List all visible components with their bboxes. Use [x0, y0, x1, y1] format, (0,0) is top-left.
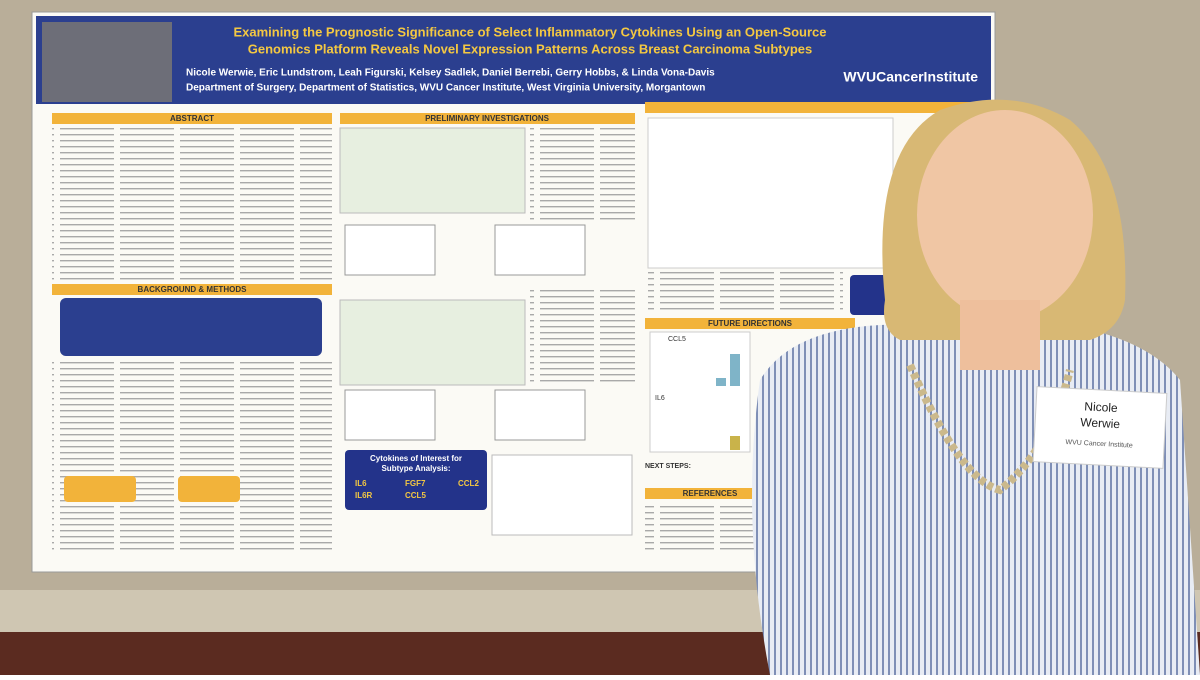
text-block: [530, 290, 635, 385]
cytokine-title: Cytokines of Interest for: [370, 454, 462, 463]
section-header: REFERENCES: [683, 489, 738, 498]
section-bar: [52, 284, 332, 295]
section-bar: [340, 113, 635, 124]
table: [339, 127, 526, 214]
shirt: [752, 320, 1200, 675]
section-header: BACKGROUND & METHODS: [138, 285, 248, 294]
poster-header: [36, 16, 991, 104]
logo: WVUCancerInstitute: [843, 69, 978, 85]
face: [917, 110, 1093, 320]
name-tag-org: WVU Cancer Institute: [1065, 439, 1133, 450]
section-bar: [645, 102, 975, 113]
cytokine-box: [850, 275, 888, 315]
name-tag-text: Werwie: [1080, 415, 1121, 431]
cytokine: FGF7: [405, 479, 426, 488]
person: Nicole Werwie WVU Cancer Institute: [752, 99, 1200, 675]
cytokine-box: [345, 450, 487, 510]
building-photo: [42, 22, 172, 102]
poster-title: Examining the Prognostic Significance of…: [233, 24, 826, 39]
table: [491, 454, 633, 536]
cytokine: CCL2: [458, 479, 479, 488]
flow-box: [64, 476, 136, 502]
table: [339, 299, 526, 386]
name-tag: [1032, 386, 1168, 469]
cytokine: IL6: [355, 479, 367, 488]
bar: [716, 378, 726, 386]
text-block: [648, 272, 843, 314]
name-tag-text: Nicole: [1084, 399, 1118, 415]
text-block: [52, 128, 332, 280]
bar-figure: [649, 331, 751, 453]
section-header: ABSTRACT: [170, 114, 214, 123]
flow-box: [178, 476, 240, 502]
survival-plot: [494, 224, 586, 276]
figure-label: IL6: [655, 395, 665, 402]
survival-plot: [344, 389, 436, 441]
section-bar: [645, 488, 775, 499]
survival-plot: [494, 389, 586, 441]
diagram: [60, 298, 322, 356]
section-bar: [52, 113, 332, 124]
bar: [730, 354, 740, 386]
section-bar: [645, 318, 855, 329]
neck: [960, 300, 1040, 370]
section-header: FUTURE DIRECTIONS: [708, 319, 793, 328]
bar: [730, 436, 740, 450]
cytokine: CCL5: [405, 491, 426, 500]
figure: [647, 117, 894, 269]
poster-authors: Nicole Werwie, Eric Lundstrom, Leah Figu…: [186, 68, 715, 79]
figure-label: CCL5: [668, 336, 686, 343]
cytokine-title: Subtype Analysis:: [381, 464, 450, 473]
cytokine: IL6R: [355, 491, 373, 500]
section-header: PRELIMINARY INVESTIGATIONS: [425, 114, 550, 123]
poster-title: Genomics Platform Reveals Novel Expressi…: [248, 41, 813, 56]
poster-affiliation: Department of Surgery, Department of Sta…: [186, 83, 705, 94]
text-block: [52, 360, 332, 550]
next-steps: NEXT STEPS:: [645, 463, 691, 470]
survival-plot: [344, 224, 436, 276]
necklace: [906, 363, 1074, 495]
text-block: [530, 128, 635, 223]
